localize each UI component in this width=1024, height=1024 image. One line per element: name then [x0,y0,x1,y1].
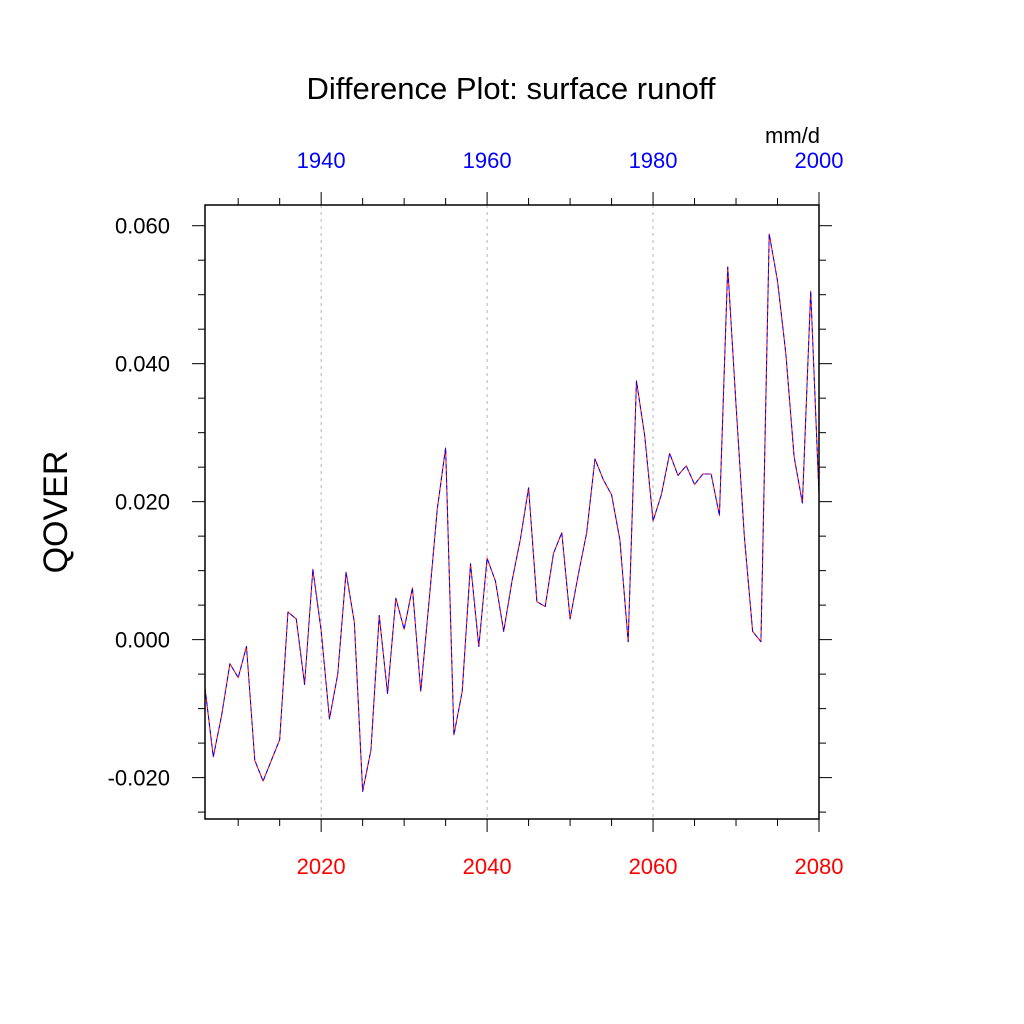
y-tick-label: -0.020 [108,766,170,791]
y-tick-label: 0.000 [115,628,170,653]
y-axis-label: QOVER [37,451,75,574]
axis-tick-labels: -0.020 0.000 0.020 0.040 0.060 2020 2040 2060 20… [108,148,844,879]
data-series [204,233,820,792]
x-bottom-tick-label: 2060 [629,854,678,879]
y-tick-label: 0.040 [115,352,170,377]
gridlines [320,205,654,819]
axis-ticks [192,192,832,832]
x-top-tick-label: 1940 [297,148,346,173]
x-top-tick-label: 1980 [629,148,678,173]
y-tick-label: 0.060 [115,214,170,239]
series-line-2 [204,233,820,792]
x-bottom-tick-label: 2080 [795,854,844,879]
y-tick-label: 0.020 [115,490,170,515]
chart-title: Difference Plot: surface runoff [307,71,716,106]
x-top-tick-label: 1960 [463,148,512,173]
plot-frame [204,204,820,820]
x-bottom-tick-label: 2040 [463,854,512,879]
x-bottom-tick-label: 2020 [297,854,346,879]
x-top-tick-label: 2000 [795,148,844,173]
units-label: mm/d [765,123,820,148]
series-line-1 [204,233,820,792]
